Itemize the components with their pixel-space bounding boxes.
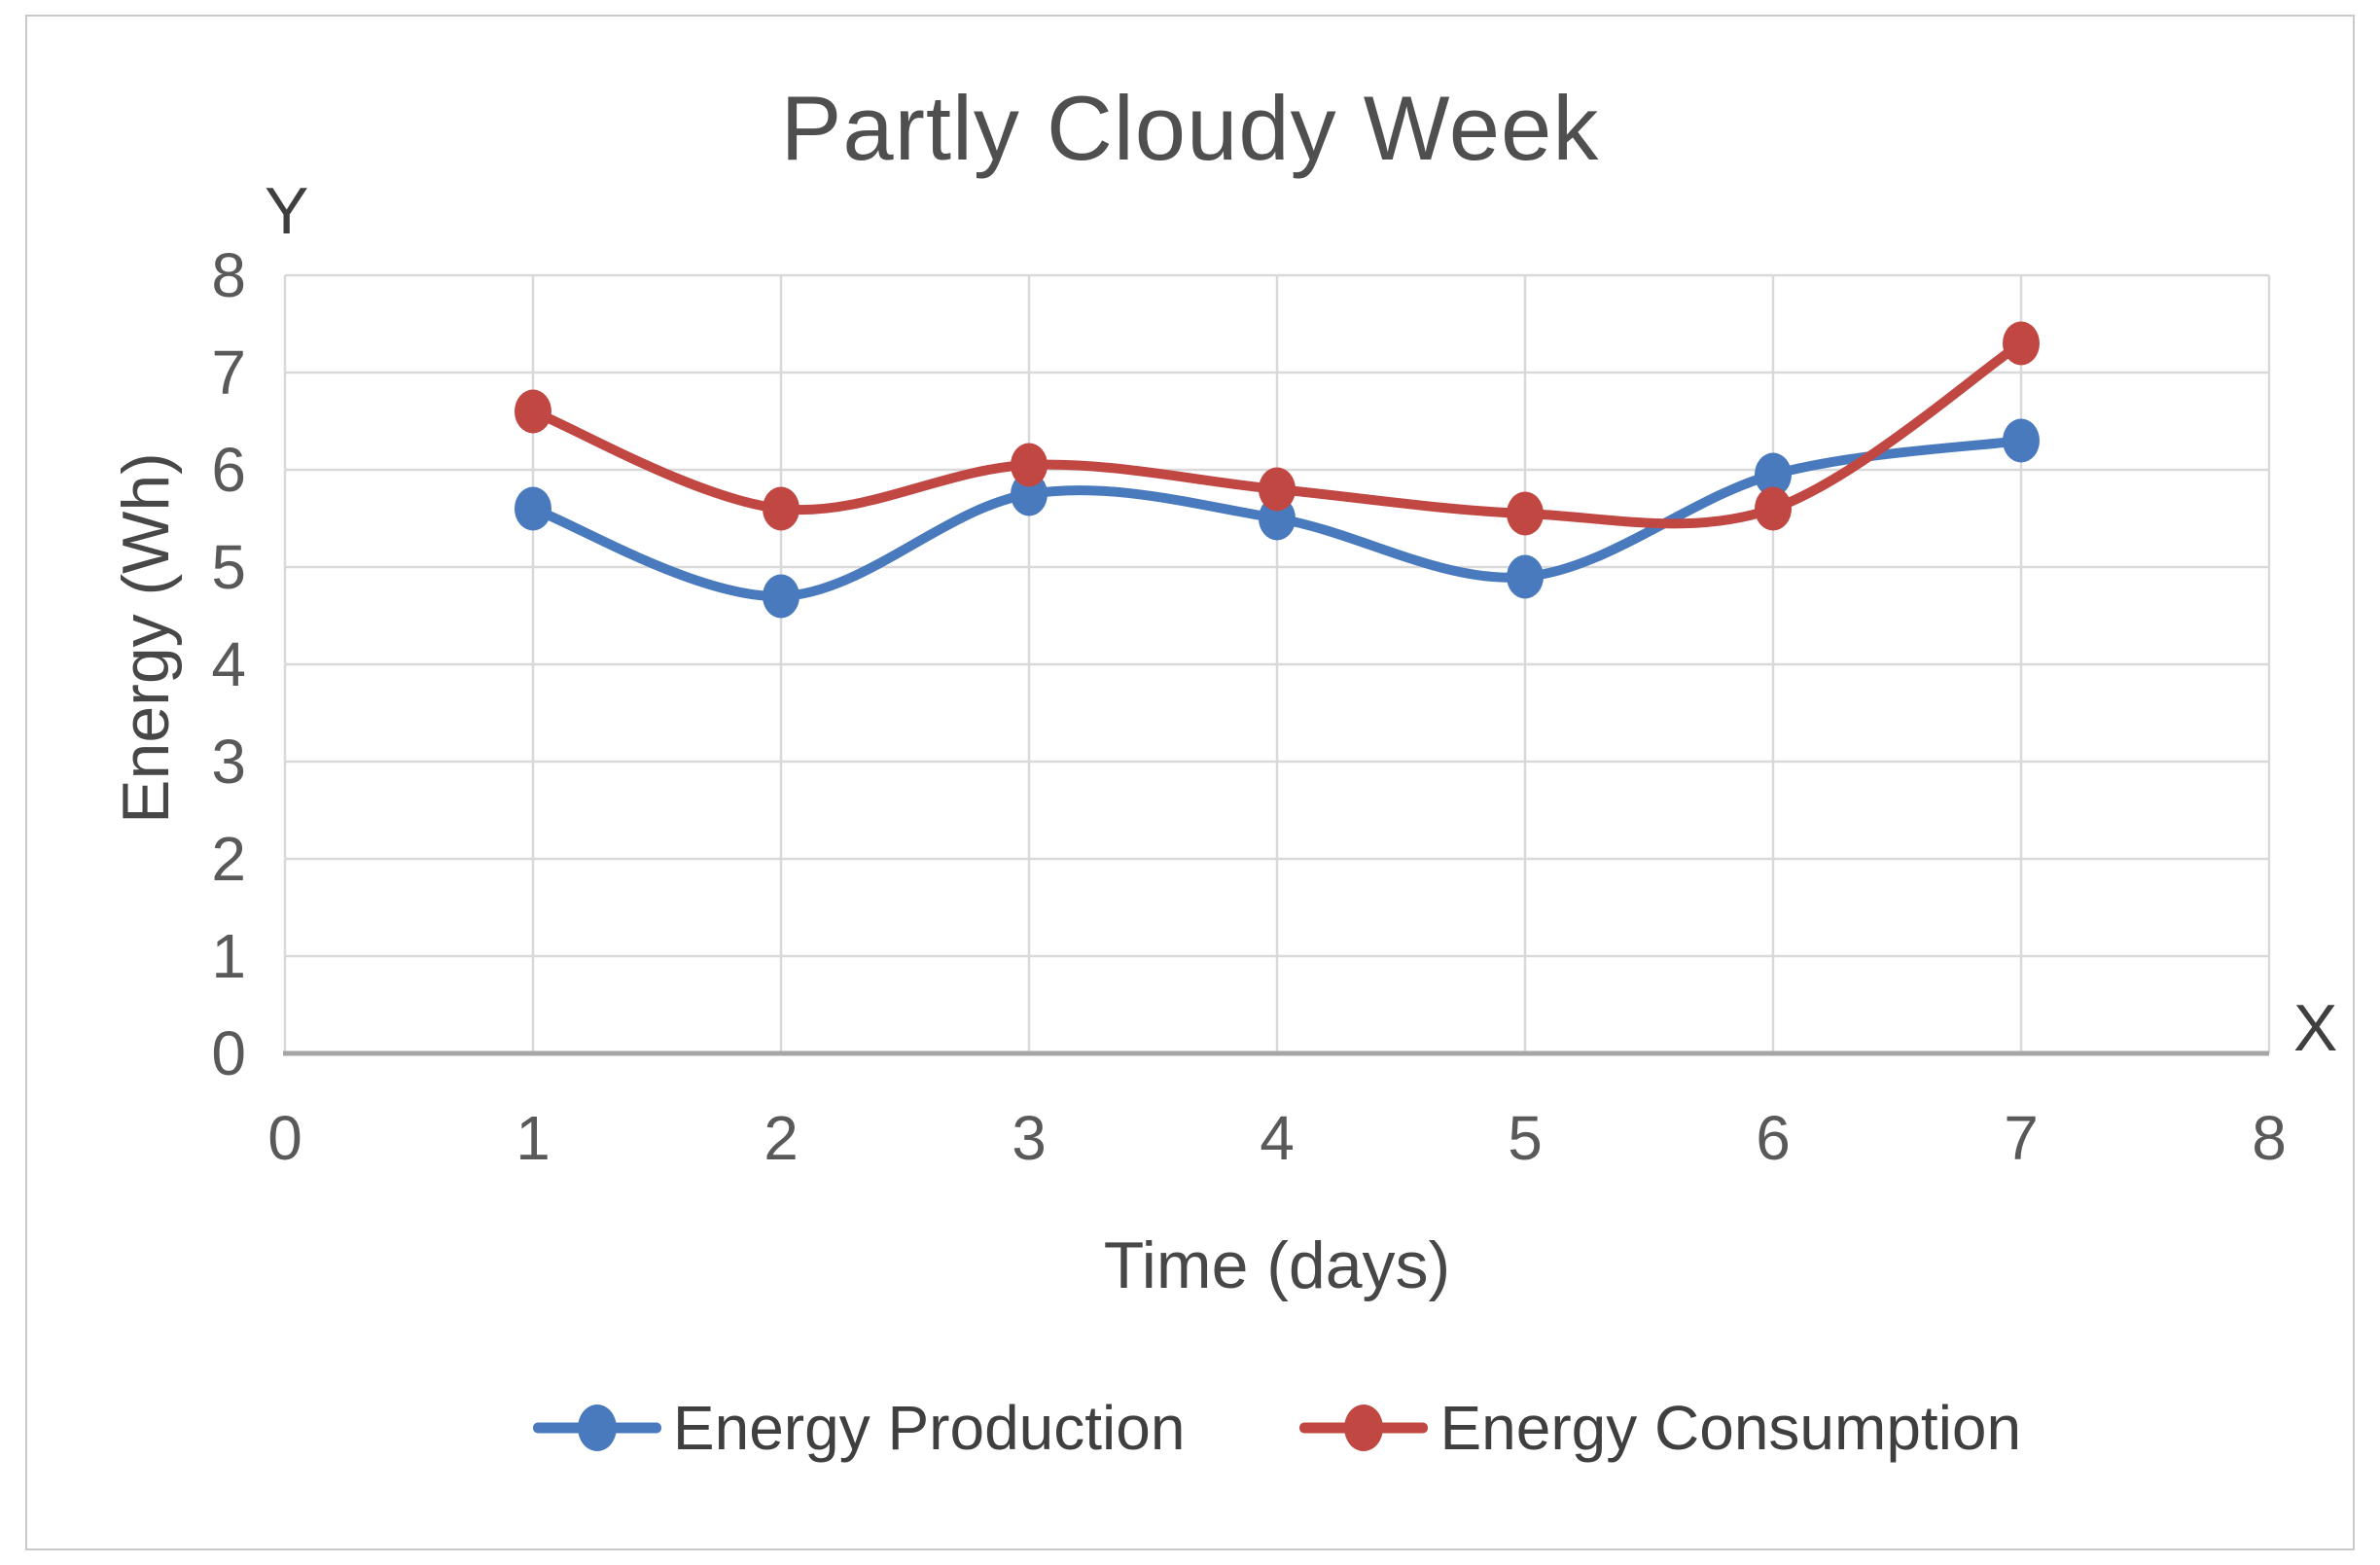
legend-dot-icon	[577, 1405, 617, 1451]
x-tick-label-4: 4	[1260, 1103, 1295, 1173]
y-axis-letter: Y	[265, 174, 309, 248]
chart-title: Partly Cloudy Week	[780, 77, 1600, 179]
legend-marker-red	[1299, 1405, 1429, 1451]
legend: Energy Production Energy Consumption	[285, 1381, 2269, 1475]
x-axis-title: Time (days)	[1103, 1228, 1451, 1302]
x-tick-label-5: 5	[1508, 1103, 1543, 1173]
data-point-energy-production-day-7	[2003, 418, 2040, 463]
data-point-energy-production-day-2	[763, 574, 799, 619]
data-point-energy-production-day-1	[515, 486, 551, 531]
legend-label: Energy Consumption	[1439, 1393, 2022, 1463]
y-tick-label-6: 6	[211, 435, 246, 505]
x-tick-label-3: 3	[1012, 1103, 1047, 1173]
data-point-energy-production-day-6	[1755, 452, 1792, 497]
legend-item-energy-production: Energy Production	[532, 1392, 1186, 1464]
x-tick-label-8: 8	[2252, 1103, 2287, 1173]
y-tick-label-7: 7	[211, 338, 246, 408]
y-tick-label-1: 1	[211, 921, 246, 991]
data-point-energy-consumption-day-3	[1011, 443, 1048, 487]
data-point-energy-consumption-day-1	[515, 389, 551, 434]
y-tick-label-4: 4	[211, 629, 246, 699]
legend-item-energy-consumption: Energy Consumption	[1299, 1392, 2021, 1464]
y-tick-label-3: 3	[211, 727, 246, 797]
legend-label: Energy Production	[672, 1393, 1186, 1463]
data-point-energy-consumption-day-4	[1259, 467, 1296, 512]
legend-dot-icon	[1344, 1405, 1384, 1451]
data-point-energy-production-day-5	[1507, 554, 1544, 599]
data-point-energy-consumption-day-7	[2003, 321, 2040, 366]
x-tick-label-2: 2	[764, 1103, 799, 1173]
data-point-energy-consumption-day-2	[763, 486, 799, 531]
y-tick-label-8: 8	[211, 240, 246, 310]
x-tick-label-6: 6	[1756, 1103, 1791, 1173]
legend-marker-blue	[532, 1405, 661, 1451]
data-point-energy-consumption-day-6	[1755, 486, 1792, 531]
y-tick-label-5: 5	[211, 532, 246, 602]
y-tick-label-0: 0	[211, 1018, 246, 1088]
y-tick-label-2: 2	[211, 824, 246, 894]
chart-outer-border	[25, 15, 2355, 1550]
data-point-energy-consumption-day-5	[1507, 491, 1544, 536]
x-axis-letter: X	[2293, 991, 2338, 1065]
x-tick-label-1: 1	[515, 1103, 551, 1173]
y-axis-title: Energy (Wh)	[109, 452, 183, 824]
x-tick-label-0: 0	[267, 1103, 302, 1173]
x-tick-label-7: 7	[2004, 1103, 2039, 1173]
